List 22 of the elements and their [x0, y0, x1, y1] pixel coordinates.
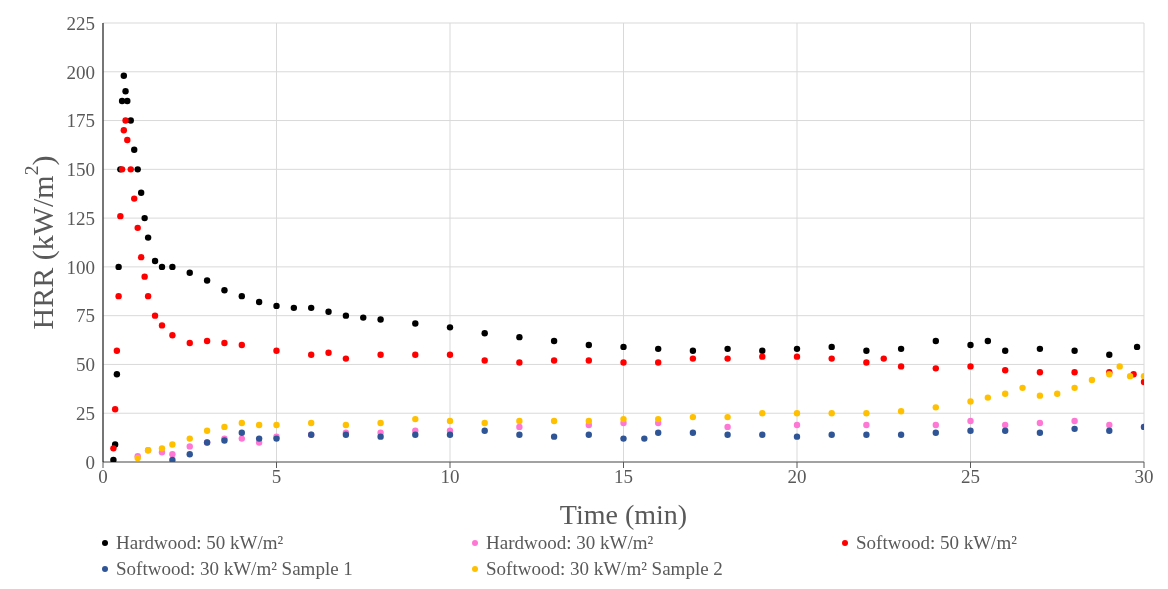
y-tick-label: 100	[66, 256, 95, 278]
legend-label: Softwood: 50 kW/m²	[856, 532, 1017, 554]
y-tick-label: 25	[76, 402, 95, 424]
y-tick-label: 0	[85, 451, 95, 473]
legend-label: Softwood: 30 kW/m² Sample 1	[116, 558, 353, 580]
y-tick-label: 225	[66, 12, 95, 34]
y-tick-label: 200	[66, 61, 95, 83]
x-tick-label: 25	[961, 466, 980, 488]
legend-label: Hardwood: 50 kW/m²	[116, 532, 284, 554]
x-tick-label: 10	[440, 466, 460, 488]
y-tick-label: 150	[66, 159, 95, 181]
x-axis-title: Time (min)	[559, 499, 688, 530]
x-tick-label: 30	[1134, 466, 1154, 488]
legend-label: Softwood: 30 kW/m² Sample 2	[486, 558, 723, 580]
y-tick-label: 175	[66, 110, 95, 132]
y-tick-label: 75	[76, 305, 95, 327]
x-tick-label: 20	[787, 466, 807, 488]
y-tick-label: 125	[66, 207, 95, 229]
x-tick-label: 5	[271, 466, 282, 488]
legend-label: Hardwood: 30 kW/m²	[486, 532, 654, 554]
y-tick-label: 50	[76, 354, 95, 376]
x-tick-label: 15	[614, 466, 633, 488]
